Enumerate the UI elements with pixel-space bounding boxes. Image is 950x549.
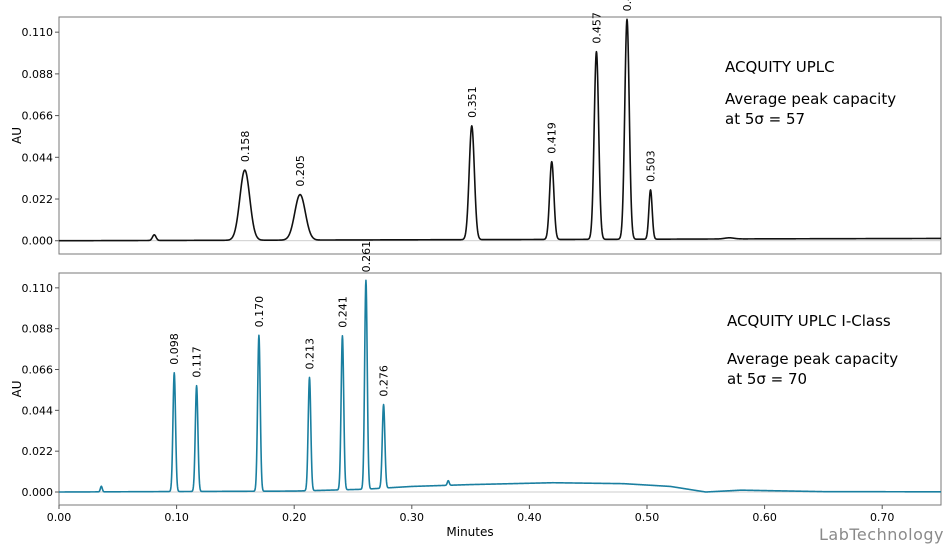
peak-label: 0.419 bbox=[546, 122, 559, 154]
annotation-title: ACQUITY UPLC I-Class bbox=[727, 312, 891, 330]
peak-label: 0.483 bbox=[621, 0, 634, 11]
x-tick-label: 0.20 bbox=[282, 511, 307, 524]
y-tick-label: 0.066 bbox=[22, 364, 54, 377]
chromatogram-trace bbox=[58, 279, 942, 493]
peak-label: 0.241 bbox=[336, 296, 349, 328]
annotation-line-1: Average peak capacity bbox=[727, 350, 898, 368]
peak-label: 0.503 bbox=[645, 150, 658, 182]
y-tick-label: 0.044 bbox=[22, 404, 54, 417]
peak-label: 0.261 bbox=[360, 241, 373, 273]
y-tick-label: 0.066 bbox=[22, 110, 54, 123]
peak-label: 0.213 bbox=[303, 338, 316, 370]
peak-label: 0.158 bbox=[239, 131, 252, 162]
x-axis-title: Minutes bbox=[446, 525, 493, 539]
y-tick-label: 0.000 bbox=[22, 235, 54, 248]
peak-label: 0.098 bbox=[168, 333, 181, 365]
peak-label: 0.170 bbox=[253, 296, 266, 328]
y-tick-label: 0.022 bbox=[22, 445, 54, 458]
x-tick-label: 0.30 bbox=[400, 511, 425, 524]
annotation-line-2: at 5σ = 57 bbox=[725, 110, 805, 128]
peak-label: 0.457 bbox=[590, 12, 603, 44]
y-axis-title: AU bbox=[10, 381, 24, 398]
x-tick-label: 0.00 bbox=[47, 511, 72, 524]
x-tick-label: 0.40 bbox=[517, 511, 542, 524]
y-tick-label: 0.110 bbox=[22, 26, 54, 39]
y-tick-label: 0.044 bbox=[22, 151, 54, 164]
x-tick-label: 0.60 bbox=[752, 511, 777, 524]
chart-panel-1: 0.000 0.022 0.044 0.066 0.088 0.110 AU 0.158 0.2… bbox=[10, 0, 942, 255]
peak-label: 0.205 bbox=[294, 155, 307, 187]
y-tick-label: 0.022 bbox=[22, 193, 54, 206]
chart-panel-2: 0.000 0.022 0.044 0.066 0.088 0.110 AU 0.00 0.10… bbox=[10, 241, 942, 539]
watermark-logo: LabTechnology bbox=[819, 525, 944, 544]
x-tick-label: 0.70 bbox=[870, 511, 895, 524]
x-tick-label: 0.50 bbox=[635, 511, 660, 524]
y-tick-label: 0.000 bbox=[22, 486, 54, 499]
plot-frame bbox=[58, 16, 942, 255]
y-tick-label: 0.110 bbox=[22, 282, 54, 295]
x-tick-label: 0.10 bbox=[164, 511, 189, 524]
peak-label: 0.276 bbox=[378, 365, 391, 397]
plot-frame bbox=[58, 272, 942, 506]
annotation-line-1: Average peak capacity bbox=[725, 90, 896, 108]
annotation-line-2: at 5σ = 70 bbox=[727, 370, 807, 388]
annotation-title: ACQUITY UPLC bbox=[725, 58, 835, 76]
y-tick-label: 0.088 bbox=[22, 68, 54, 81]
peak-label: 0.117 bbox=[191, 346, 204, 378]
peak-label: 0.351 bbox=[466, 86, 479, 118]
y-axis-title: AU bbox=[10, 127, 24, 144]
y-tick-label: 0.088 bbox=[22, 323, 54, 336]
chromatogram-trace bbox=[58, 18, 942, 242]
